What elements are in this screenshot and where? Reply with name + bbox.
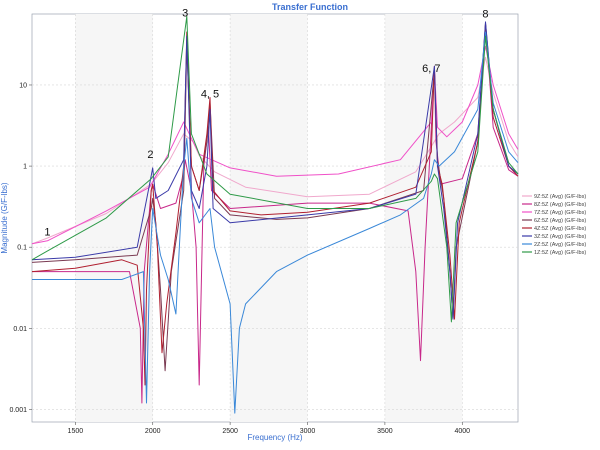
peak-annotation: 3 (182, 7, 188, 19)
grid (32, 14, 518, 422)
grid-band (230, 14, 308, 422)
x-tick-label: 3000 (300, 428, 316, 435)
y-axis-label: Magnitude (G/F-lbs) (0, 182, 9, 253)
y-tick-label: 10 (19, 82, 27, 89)
series-line-5 (31, 24, 519, 386)
y-tick-label: 0.01 (13, 326, 27, 333)
legend-entry: 3Z:5Z (Avg) (G/F-lbs) (534, 234, 586, 240)
y-tick-label: 1 (23, 164, 27, 171)
series-line-6 (31, 21, 519, 320)
x-tick-label: 1500 (68, 428, 84, 435)
chart-title: Transfer Function (272, 2, 348, 12)
x-tick-label: 2500 (222, 428, 238, 435)
peak-annotations: 1 2 3 4, 5 6, 7 8 (44, 7, 488, 238)
peak-annotation: 1 (44, 226, 50, 238)
x-axis-label: Frequency (Hz) (247, 433, 302, 442)
legend-entry: 4Z:5Z (Avg) (G/F-lbs) (534, 226, 586, 232)
legend-entry: 6Z:5Z (Avg) (G/F-lbs) (534, 218, 586, 224)
x-axis-ticks: 1500 2000 2500 3000 3500 4000 (68, 422, 470, 435)
peak-annotation: 2 (147, 149, 153, 161)
legend-entry: 9Z:5Z (Avg) (G/F-lbs) (534, 194, 586, 200)
y-tick-label: 0.1 (17, 245, 27, 252)
grid-band (75, 14, 153, 422)
legend: 9Z:5Z (Avg) (G/F-lbs) 8Z:5Z (Avg) (G/F-lb… (522, 194, 586, 256)
legend-entry: 1Z:5Z (Avg) (G/F-lbs) (534, 250, 586, 256)
grid-band (384, 14, 463, 422)
legend-entry: 8Z:5Z (Avg) (G/F-lbs) (534, 202, 586, 208)
series-line-7 (32, 31, 519, 414)
peak-annotation: 8 (482, 8, 488, 20)
x-tick-label: 3500 (377, 428, 393, 435)
series-line-8 (31, 15, 519, 323)
legend-entry: 2Z:5Z (Avg) (G/F-lbs) (534, 242, 586, 248)
peak-annotation: 4, 5 (201, 89, 219, 101)
x-tick-label: 2000 (145, 428, 161, 435)
y-tick-label: 0.001 (9, 407, 27, 414)
legend-entry: 7Z:5Z (Avg) (G/F-lbs) (534, 210, 586, 216)
y-axis-ticks: 0.001 0.01 0.1 1 10 (9, 82, 32, 414)
x-tick-label: 4000 (454, 428, 470, 435)
peak-annotation: 6, 7 (422, 63, 440, 75)
series-layer (31, 15, 519, 414)
